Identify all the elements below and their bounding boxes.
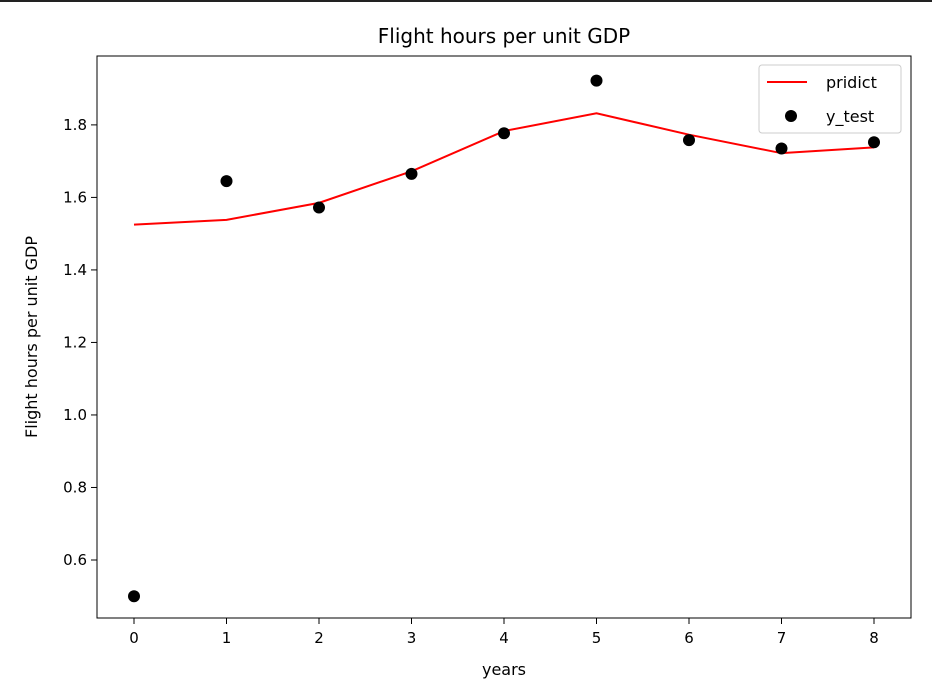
legend-label-pridict: pridict — [826, 73, 877, 92]
y-tick-label: 1.8 — [63, 116, 87, 134]
y-tick-label: 0.8 — [63, 478, 87, 496]
scatter-point-y-test — [498, 127, 510, 140]
scatter-point-y-test — [590, 74, 603, 87]
plot-area — [96, 55, 912, 619]
y-tick-label: 0.6 — [63, 551, 87, 569]
x-tick-label: 1 — [222, 629, 232, 647]
x-axis-label: years — [482, 660, 526, 679]
x-tick-label: 3 — [407, 629, 417, 647]
x-tick-label: 7 — [777, 629, 787, 647]
scatter-point-y-test — [683, 134, 695, 147]
scatter-point-y-test — [775, 142, 788, 155]
legend-scatter-swatch — [785, 110, 797, 122]
x-ticks: 0 1 2 3 4 5 6 7 8 — [129, 618, 879, 647]
x-tick-label: 4 — [499, 629, 509, 647]
chart-title: Flight hours per unit GDP — [378, 24, 630, 48]
x-tick-label: 8 — [869, 629, 879, 647]
y-tick-label: 1.6 — [63, 188, 87, 206]
x-tick-label: 0 — [129, 629, 139, 647]
scatter-point-y-test — [128, 590, 140, 603]
y-axis-label: Flight hours per unit GDP — [22, 236, 41, 438]
x-tick-label: 5 — [592, 629, 602, 647]
legend-label-y-test: y_test — [826, 107, 874, 127]
y-tick-label: 1.0 — [63, 406, 87, 424]
scatter-point-y-test — [405, 167, 418, 180]
scatter-point-y-test — [220, 175, 233, 188]
x-tick-label: 6 — [684, 629, 694, 647]
y-tick-label: 1.2 — [63, 333, 87, 351]
y-ticks: 0.6 0.8 1.0 1.2 1.4 1.6 1.8 — [63, 116, 97, 569]
scatter-point-y-test — [313, 201, 325, 214]
window-top-border — [0, 0, 932, 2]
scatter-point-y-test — [868, 136, 880, 149]
x-tick-label: 2 — [314, 629, 324, 647]
series-scatter-group — [128, 74, 880, 603]
legend: pridict y_test — [758, 64, 902, 134]
y-tick-label: 1.4 — [63, 261, 87, 279]
